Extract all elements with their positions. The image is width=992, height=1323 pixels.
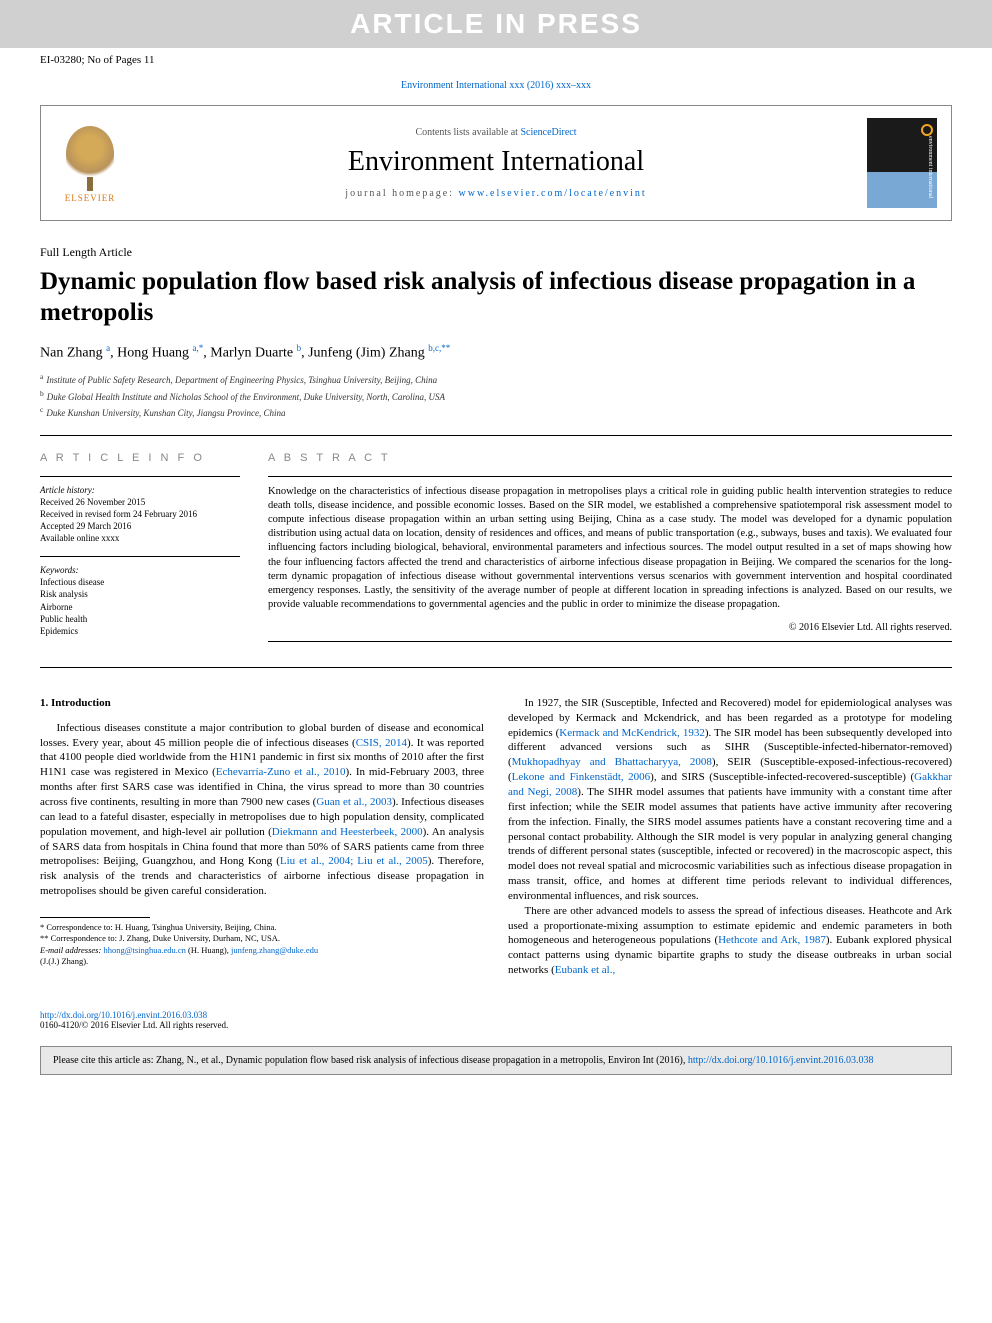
- cite-lekone[interactable]: Lekone and Finkenstädt, 2006: [512, 771, 651, 783]
- keyword-2: Risk analysis: [40, 588, 240, 600]
- history-1: Received 26 November 2015: [40, 496, 240, 508]
- author-3[interactable]: , Marlyn Duarte: [203, 345, 296, 360]
- doi-link[interactable]: http://dx.doi.org/10.1016/j.envint.2016.…: [40, 1010, 207, 1020]
- affiliation-c: cDuke Kunshan University, Kunshan City, …: [40, 404, 952, 421]
- abstract-copyright: © 2016 Elsevier Ltd. All rights reserved…: [268, 622, 952, 633]
- journal-homepage: journal homepage: www.elsevier.com/locat…: [125, 188, 867, 199]
- cite-echevarria[interactable]: Echevarría-Zuno et al., 2010: [216, 766, 346, 778]
- cover-text: environment international: [927, 136, 933, 198]
- footnote-1: * Correspondence to: H. Huang, Tsinghua …: [40, 922, 484, 933]
- article-title: Dynamic population flow based risk analy…: [0, 262, 992, 343]
- citation-box: Please cite this article as: Zhang, N., …: [40, 1046, 952, 1075]
- cite-guan[interactable]: Guan et al., 2003: [316, 796, 392, 808]
- cite-kermack[interactable]: Kermack and McKendrick, 1932: [559, 727, 705, 739]
- affil-a-text: Institute of Public Safety Research, Dep…: [46, 375, 437, 385]
- history-4: Available online xxxx: [40, 532, 240, 544]
- author-1[interactable]: Nan Zhang: [40, 345, 106, 360]
- keywords-heading: Keywords:: [40, 565, 240, 575]
- document-id: EI-03280; No of Pages 11: [0, 48, 992, 70]
- keyword-4: Public health: [40, 613, 240, 625]
- affil-b-text: Duke Global Health Institute and Nichola…: [47, 392, 445, 402]
- doi-block: http://dx.doi.org/10.1016/j.envint.2016.…: [0, 994, 992, 1040]
- abstract-text: Knowledge on the characteristics of infe…: [268, 485, 952, 613]
- doi-copyright: 0160-4120/© 2016 Elsevier Ltd. All right…: [40, 1020, 952, 1030]
- intro-heading: 1. Introduction: [40, 696, 484, 711]
- info-divider-2: [40, 556, 240, 557]
- elsevier-logo[interactable]: ELSEVIER: [55, 123, 125, 203]
- c2p1-d: ), and SIRS (Susceptible-infected-recove…: [650, 771, 914, 783]
- keywords-block: Keywords: Infectious disease Risk analys…: [40, 565, 240, 637]
- author-2[interactable]: , Hong Huang: [110, 345, 192, 360]
- cite-diekmann[interactable]: Diekmann and Heesterbeek, 2000: [272, 826, 423, 838]
- sciencedirect-link[interactable]: ScienceDirect: [520, 127, 576, 138]
- affil-b-sup: b: [40, 389, 44, 398]
- email-huang-link[interactable]: hhong@tsinghua.edu.cn: [103, 945, 185, 955]
- email-zhang-link[interactable]: junfeng.zhang@duke.edu: [231, 945, 318, 955]
- affiliation-b: bDuke Global Health Institute and Nichol…: [40, 388, 952, 405]
- info-abstract-row: A R T I C L E I N F O Article history: R…: [0, 436, 992, 667]
- body-columns: 1. Introduction Infectious diseases cons…: [0, 668, 992, 994]
- article-info-heading: A R T I C L E I N F O: [40, 452, 240, 464]
- abstract-divider-bottom: [268, 641, 952, 642]
- elsevier-tree-icon: [66, 126, 114, 181]
- abstract-column: A B S T R A C T Knowledge on the charact…: [268, 452, 952, 649]
- column-right: In 1927, the SIR (Susceptible, Infected …: [508, 696, 952, 978]
- affil-c-sup: c: [40, 405, 43, 414]
- author-4[interactable]: , Junfeng (Jim) Zhang: [301, 345, 428, 360]
- history-3: Accepted 29 March 2016: [40, 520, 240, 532]
- footnote-2: ** Correspondence to: J. Zhang, Duke Uni…: [40, 933, 484, 944]
- keyword-1: Infectious disease: [40, 576, 240, 588]
- cite-eubank[interactable]: Eubank et al.,: [555, 964, 615, 976]
- contents-prefix: Contents lists available at: [415, 127, 520, 138]
- journal-reference-top[interactable]: Environment International xxx (2016) xxx…: [0, 70, 992, 105]
- cite-box-link[interactable]: http://dx.doi.org/10.1016/j.envint.2016.…: [688, 1055, 874, 1066]
- history-heading: Article history:: [40, 485, 240, 495]
- journal-cover-thumbnail[interactable]: environment international: [867, 118, 937, 208]
- fn3-prefix: E-mail addresses:: [40, 945, 103, 955]
- homepage-link[interactable]: www.elsevier.com/locate/envint: [459, 188, 647, 199]
- info-divider-1: [40, 476, 240, 477]
- history-block: Article history: Received 26 November 20…: [40, 485, 240, 545]
- cite-box-text: Please cite this article as: Zhang, N., …: [53, 1055, 688, 1066]
- banner-article-in-press: ARTICLE IN PRESS: [0, 0, 992, 48]
- footnote-3: E-mail addresses: hhong@tsinghua.edu.cn …: [40, 945, 484, 956]
- cite-liu[interactable]: Liu et al., 2004; Liu et al., 2005: [280, 855, 428, 867]
- affil-a-sup: a: [40, 372, 43, 381]
- fn3-mid: (H. Huang),: [186, 945, 231, 955]
- footnotes: * Correspondence to: H. Huang, Tsinghua …: [40, 922, 484, 968]
- cite-hethcote[interactable]: Hethcote and Ark, 1987: [718, 934, 826, 946]
- affil-c-text: Duke Kunshan University, Kunshan City, J…: [46, 408, 285, 418]
- history-2: Received in revised form 24 February 201…: [40, 508, 240, 520]
- c2p1-e: ). The SIHR model assumes that patients …: [508, 786, 952, 902]
- header-center: Contents lists available at ScienceDirec…: [125, 127, 867, 199]
- col2-p2: There are other advanced models to asses…: [508, 904, 952, 978]
- homepage-prefix: journal homepage:: [345, 188, 458, 199]
- keyword-3: Airborne: [40, 601, 240, 613]
- affiliation-a: aInstitute of Public Safety Research, De…: [40, 371, 952, 388]
- footnote-separator: [40, 917, 150, 918]
- column-left: 1. Introduction Infectious diseases cons…: [40, 696, 484, 978]
- abstract-divider: [268, 476, 952, 477]
- col2-p1: In 1927, the SIR (Susceptible, Infected …: [508, 696, 952, 904]
- article-info-column: A R T I C L E I N F O Article history: R…: [40, 452, 240, 649]
- cite-mukhopadhyay[interactable]: Mukhopadhyay and Bhattacharyya, 2008: [512, 756, 712, 768]
- affiliations: aInstitute of Public Safety Research, De…: [0, 371, 992, 435]
- journal-header-box: ELSEVIER Contents lists available at Sci…: [40, 105, 952, 221]
- authors-line: Nan Zhang a, Hong Huang a,*, Marlyn Duar…: [0, 343, 992, 372]
- intro-p1: Infectious diseases constitute a major c…: [40, 721, 484, 899]
- keyword-5: Epidemics: [40, 625, 240, 637]
- cite-csis[interactable]: CSIS, 2014: [356, 737, 407, 749]
- article-type: Full Length Article: [0, 221, 992, 262]
- journal-name: Environment International: [125, 146, 867, 178]
- abstract-heading: A B S T R A C T: [268, 452, 952, 464]
- footnote-3-tail: (J.(J.) Zhang).: [40, 956, 484, 967]
- elsevier-text: ELSEVIER: [65, 193, 116, 203]
- contents-line: Contents lists available at ScienceDirec…: [125, 127, 867, 138]
- author-4-sup: b,c,**: [428, 343, 450, 353]
- author-2-sup: a,*: [193, 343, 204, 353]
